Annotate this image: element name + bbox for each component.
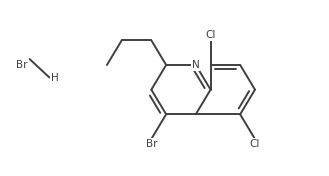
Text: Cl: Cl — [205, 30, 216, 40]
Text: Cl: Cl — [250, 139, 260, 149]
Text: Br: Br — [146, 139, 157, 149]
Text: N: N — [192, 60, 200, 70]
Text: H: H — [51, 73, 59, 83]
Text: Br: Br — [16, 60, 28, 70]
